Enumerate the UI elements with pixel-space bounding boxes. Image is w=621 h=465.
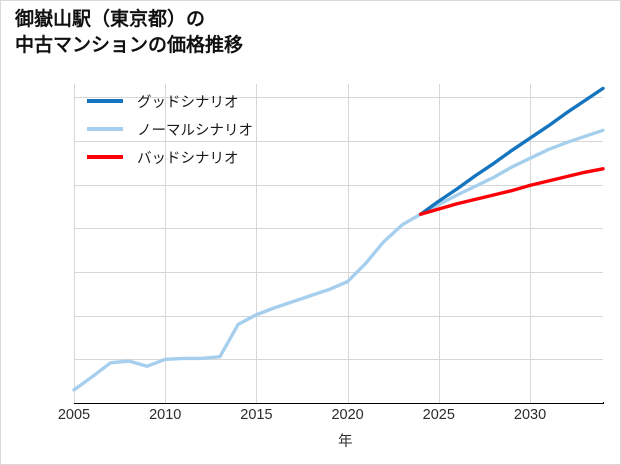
gridline-vertical <box>256 84 258 403</box>
series-line <box>418 86 605 216</box>
gridline-horizontal <box>74 184 603 186</box>
gridline-vertical <box>347 84 349 403</box>
x-tick-label: 2015 <box>240 407 273 423</box>
plot-background <box>74 84 603 403</box>
gridline-horizontal <box>74 97 603 99</box>
legend-label-bad: バッドシナリオ <box>137 150 239 167</box>
legend-item-bad: バッドシナリオ <box>87 147 253 167</box>
series-line <box>72 128 605 392</box>
x-tick-label: 2020 <box>331 407 364 423</box>
x-tick-label: 2010 <box>149 407 182 423</box>
legend-item-good: グッドシナリオ <box>87 91 253 111</box>
series-layer <box>72 86 605 392</box>
series-line <box>418 167 605 216</box>
gridline-horizontal <box>74 228 603 230</box>
legend-swatch-bad <box>87 155 123 159</box>
legend: グッドシナリオ ノーマルシナリオ バッドシナリオ <box>87 91 253 167</box>
gridline-horizontal <box>74 359 603 361</box>
page-title: 御嶽山駅（東京都）の 中古マンションの価格推移 <box>15 9 244 57</box>
gridline-vertical <box>530 84 532 403</box>
legend-label-good: グッドシナリオ <box>137 94 239 111</box>
legend-swatch-good <box>87 99 123 103</box>
x-axis-spine <box>74 402 604 404</box>
legend-label-normal: ノーマルシナリオ <box>137 122 253 139</box>
x-tick-label: 2005 <box>57 407 91 423</box>
legend-item-normal: ノーマルシナリオ <box>87 119 253 139</box>
x-axis-label: 年 <box>338 434 353 450</box>
gridline-vertical <box>165 84 167 403</box>
gridline-horizontal <box>74 315 603 317</box>
plot-area <box>72 84 605 403</box>
gridline-vertical <box>438 84 440 403</box>
gridline-horizontal <box>74 140 603 142</box>
x-tick-label: 2030 <box>513 407 547 423</box>
gridline-vertical <box>74 84 75 403</box>
x-tick-label: 2025 <box>422 407 455 423</box>
gridline-horizontal <box>74 271 603 273</box>
legend-swatch-normal <box>87 127 123 131</box>
